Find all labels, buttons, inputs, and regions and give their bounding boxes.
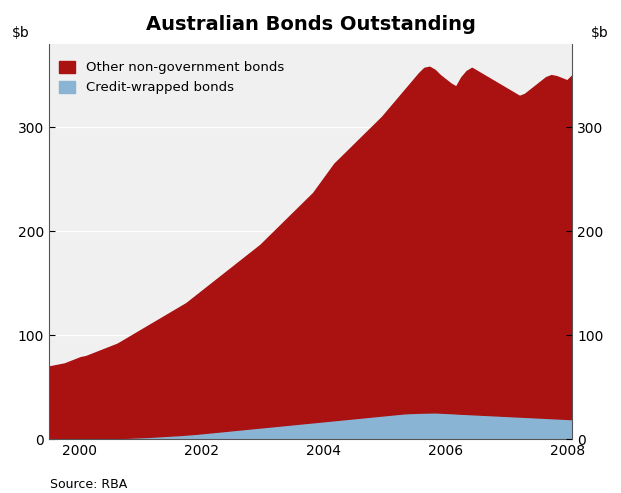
Legend: Other non-government bonds, Credit-wrapped bonds: Other non-government bonds, Credit-wrapp… — [54, 56, 289, 100]
Text: $b: $b — [12, 26, 30, 40]
Text: $b: $b — [591, 26, 609, 40]
Title: Australian Bonds Outstanding: Australian Bonds Outstanding — [145, 15, 476, 34]
Text: Source: RBA: Source: RBA — [50, 478, 127, 491]
